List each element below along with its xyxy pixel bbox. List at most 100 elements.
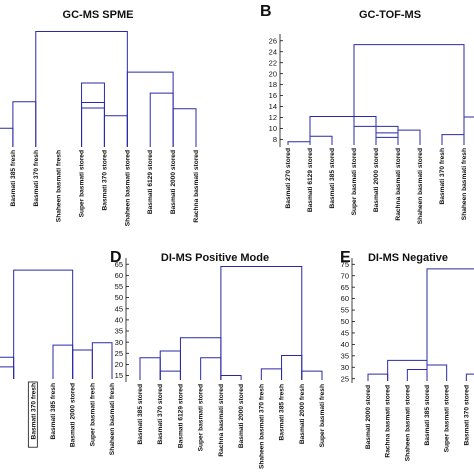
dendrogram-link: [81, 102, 105, 147]
dendrogram-link: [463, 116, 474, 145]
leaf-label: Shaheen basmati stored: [124, 150, 131, 226]
dendrogram-link: [149, 92, 174, 147]
leaf-label: Basmati 6129 stored: [307, 148, 314, 212]
y-tick-label: 30: [341, 363, 349, 372]
y-tick-label: 12: [269, 113, 277, 122]
leaf-label: Super basmati stored: [79, 150, 86, 217]
leaf-label: Basmati 370 stored: [463, 385, 470, 445]
dendrogram-link: [281, 355, 303, 380]
dendrogram-panel: E DI-MS Negative 25 30 35 40 45 50 55 60 65 70 75 Bas…: [340, 249, 474, 461]
y-tick-label: 8: [273, 135, 277, 144]
leaf-label: Rachna basmati stored: [385, 385, 392, 458]
leaf-label: Basmati 2000 stored: [238, 384, 245, 448]
y-tick-label: 30: [115, 338, 123, 347]
dendrogram-link: [367, 373, 389, 381]
dendrogram-link: [12, 101, 37, 147]
dendrogram-panel: GC-MS SPME Basmati 385 fresh Basmati 370 f…: [0, 9, 200, 226]
y-tick-label: 15: [115, 371, 123, 380]
leaf-label: Super basmati stored: [444, 385, 451, 452]
y-tick-label: 16: [269, 91, 277, 100]
leaf-label: Basmati 370 fresh: [439, 148, 446, 204]
dendrogram-panel: Basmati 2000 stored Basmati 370 fresh Basm…: [0, 269, 116, 455]
dendrogram-link: [287, 141, 311, 145]
y-tick-label: 22: [269, 58, 277, 67]
leaf-label: Basmati 6129 stored: [177, 384, 184, 448]
dendrogram-link: [353, 44, 465, 145]
leaf-label: Basmati 370 stored: [101, 150, 108, 210]
leaf-label: Rachna basmati stored: [193, 150, 200, 223]
leaf-label: Basmati 385 stored: [329, 148, 336, 208]
y-tick-label: 60: [341, 294, 349, 303]
leaf-label: Basmati 370 fresh: [33, 150, 40, 206]
leaf-label: Basmati 2000 stored: [70, 383, 77, 447]
leaf-label: Shaheen basmati stored: [417, 148, 424, 224]
leaf-label: Basmati 2000 stored: [170, 150, 177, 214]
y-tick-label: 55: [115, 282, 123, 291]
leaf-label: Basmati 370 fresh: [30, 383, 37, 439]
leaf-label: Super basmati fresh: [319, 384, 326, 447]
dendrogram-link: [35, 31, 128, 147]
dendrogram-link: [81, 82, 105, 147]
y-tick-label: 18: [269, 80, 277, 89]
y-tick-label: 75: [341, 260, 349, 269]
y-tick-label: 65: [341, 283, 349, 292]
leaf-label: Shaheen basmati stored: [404, 385, 411, 461]
leaf-label: Shaheen basmati fresh: [109, 383, 116, 455]
y-tick-label: 45: [341, 329, 349, 338]
dendrogram-link: [81, 107, 105, 147]
y-tick-label: 14: [269, 102, 277, 111]
y-tick-label: 70: [341, 271, 349, 280]
dendrogram-link: [0, 366, 15, 379]
y-tick-label: 26: [269, 36, 277, 45]
y-tick-label: 45: [115, 304, 123, 313]
leaf-label: Basmati 2000 stored: [373, 148, 380, 212]
dendrogram-link: [220, 265, 303, 380]
dendrogram-link: [91, 342, 113, 379]
leaf-label: Basmati 270 stored: [285, 148, 292, 208]
highlight-box: [27, 381, 38, 448]
dendrogram-link: [220, 375, 242, 380]
dendrogram-link: [397, 129, 421, 145]
y-tick-label: 50: [115, 293, 123, 302]
leaf-label: Basmati 385 fresh: [50, 383, 57, 439]
y-tick-label: 55: [341, 306, 349, 315]
leaf-label: Basmati 385 stored: [424, 385, 431, 445]
y-tick-label: 40: [341, 340, 349, 349]
dendrogram-link: [159, 350, 181, 380]
leaf-label: Super basmati stored: [351, 148, 358, 215]
dendrogram-link: [406, 369, 428, 381]
panel-title: GC-TOF-MS: [359, 9, 421, 21]
panel-letter: E: [340, 249, 351, 266]
dendrogram-link: [52, 344, 74, 379]
dendrogram-link: [200, 357, 222, 380]
panel-letter: B: [260, 3, 272, 20]
y-tick-label: 35: [115, 327, 123, 336]
leaf-label: Basmati 2000 stored: [365, 385, 372, 449]
leaf-label: Super basmati stored: [198, 384, 205, 451]
leaf-label: Basmati 385 stored: [137, 384, 144, 444]
panel-title: GC-MS SPME: [63, 9, 134, 21]
y-tick-label: 20: [115, 360, 123, 369]
dendrogram-link: [309, 115, 377, 145]
panel-letter: D: [110, 249, 122, 266]
y-tick-label: 25: [341, 374, 349, 383]
dendrogram-link: [0, 127, 14, 147]
dendrogram-link: [426, 364, 448, 381]
dendrogram-link: [72, 349, 93, 379]
y-tick-label: 40: [115, 315, 123, 324]
dendrogram-link: [309, 135, 333, 145]
y-tick-label: 50: [341, 317, 349, 326]
leaf-label: Basmati 370 stored: [157, 384, 164, 444]
dendrogram-link: [159, 370, 181, 380]
dendrogram-link: [465, 373, 474, 381]
leaf-label: Rachna basmati stored: [218, 384, 225, 457]
leaf-label: Rachna basmati stored: [395, 148, 402, 221]
y-tick-label: 35: [341, 351, 349, 360]
dendrogram-link: [139, 357, 161, 380]
leaf-label: Super basmati fresh: [89, 383, 96, 446]
y-tick-label: 24: [269, 47, 277, 56]
dendrogram-link: [172, 108, 197, 147]
y-tick-label: 25: [115, 349, 123, 358]
dendrogram-link: [0, 356, 15, 379]
